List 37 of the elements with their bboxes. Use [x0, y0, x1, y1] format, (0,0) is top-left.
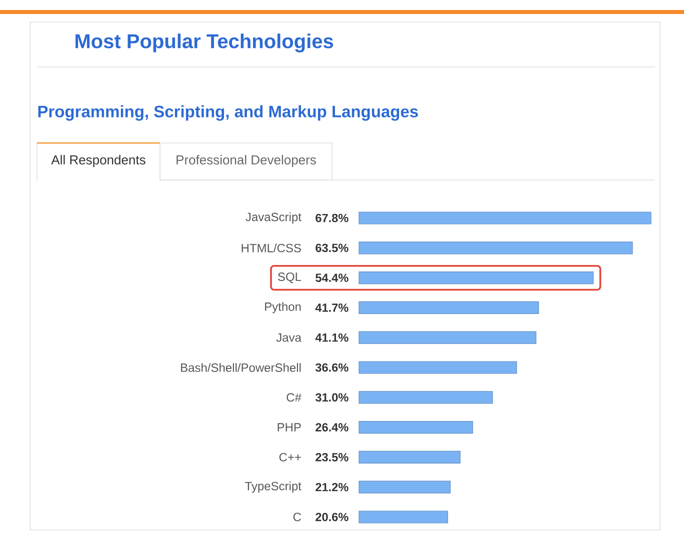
data-label: 41.7%	[315, 304, 348, 312]
y-tick-label: C++	[279, 452, 301, 462]
bar	[358, 450, 461, 464]
data-label: 26.4%	[316, 423, 348, 432]
bar	[358, 361, 517, 374]
bar	[358, 421, 474, 434]
bar	[358, 331, 536, 344]
data-label: 41.1%	[315, 333, 348, 342]
data-label: 36.6%	[315, 363, 348, 372]
bar	[358, 272, 594, 284]
text: Professional Developers	[176, 154, 316, 168]
chart-subtitle: Programming, Scripting, and Markup Languages	[38, 105, 418, 121]
y-tick-label: Bash/Shell/PowerShell	[181, 363, 301, 372]
data-label: 23.5%	[316, 453, 348, 462]
y-tick-label: Java	[276, 333, 302, 342]
bar	[358, 212, 652, 224]
y-tick-label: PHP	[278, 423, 301, 432]
y-tick-label: C#	[286, 393, 302, 402]
bar	[358, 480, 451, 494]
data-label: 20.6%	[316, 512, 348, 522]
data-label: 21.2%	[316, 482, 348, 492]
y-tick-label: HTML/CSS	[242, 244, 301, 252]
y-tick-label: SQL	[278, 272, 302, 284]
y-tick-label: Python	[265, 302, 301, 314]
data-label: 67.8%	[316, 214, 348, 222]
data-label: 63.5%	[316, 244, 348, 252]
data-label: 31.0%	[315, 393, 348, 402]
bar	[358, 242, 633, 254]
bar	[358, 391, 493, 404]
bar	[358, 510, 448, 524]
text: All Respondents	[51, 154, 146, 168]
chart-title: Most Popular Technologies	[76, 34, 334, 52]
data-label: 54.4%	[316, 274, 348, 282]
y-tick-label: JavaScript	[246, 212, 302, 224]
y-tick-label: C	[293, 512, 302, 522]
bar	[358, 301, 539, 314]
y-tick-label: TypeScript	[245, 482, 302, 493]
